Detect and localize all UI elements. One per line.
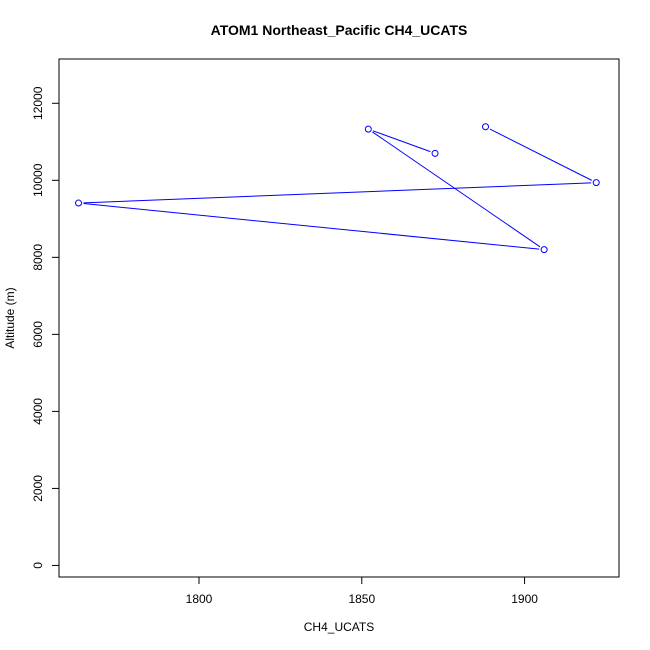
data-point: [482, 123, 490, 131]
chart-title: ATOM1 Northeast_Pacific CH4_UCATS: [211, 22, 468, 38]
y-tick-label: 8000: [31, 244, 45, 271]
x-tick-label: 1800: [186, 592, 213, 606]
data-point: [540, 246, 548, 254]
y-tick-label: 2000: [31, 475, 45, 502]
y-tick-label: 6000: [31, 321, 45, 348]
y-axis-label: Altitude (m): [3, 287, 17, 348]
series-layer: [75, 123, 600, 254]
series-line-segment: [372, 131, 541, 248]
y-tick-label: 12000: [31, 86, 45, 120]
y-axis: 0 2000 4000 6000 8000 10000 12000: [31, 86, 59, 569]
series-line-segment: [489, 128, 592, 181]
y-tick-label: 4000: [31, 398, 45, 425]
data-point: [75, 199, 83, 207]
x-axis-label: CH4_UCATS: [304, 620, 374, 634]
series-line-segment: [83, 182, 592, 204]
x-tick-label: 1900: [511, 592, 538, 606]
x-axis: 1800 1850 1900: [186, 577, 538, 606]
series-line-segment: [372, 130, 431, 153]
x-tick-label: 1850: [348, 592, 375, 606]
data-point: [592, 179, 600, 187]
y-tick-label: 10000: [31, 163, 45, 197]
y-tick-label: 0: [31, 562, 45, 569]
data-point: [364, 125, 372, 133]
series-line-segment: [83, 203, 540, 250]
data-point: [431, 149, 439, 157]
plot-frame: [58, 58, 620, 578]
